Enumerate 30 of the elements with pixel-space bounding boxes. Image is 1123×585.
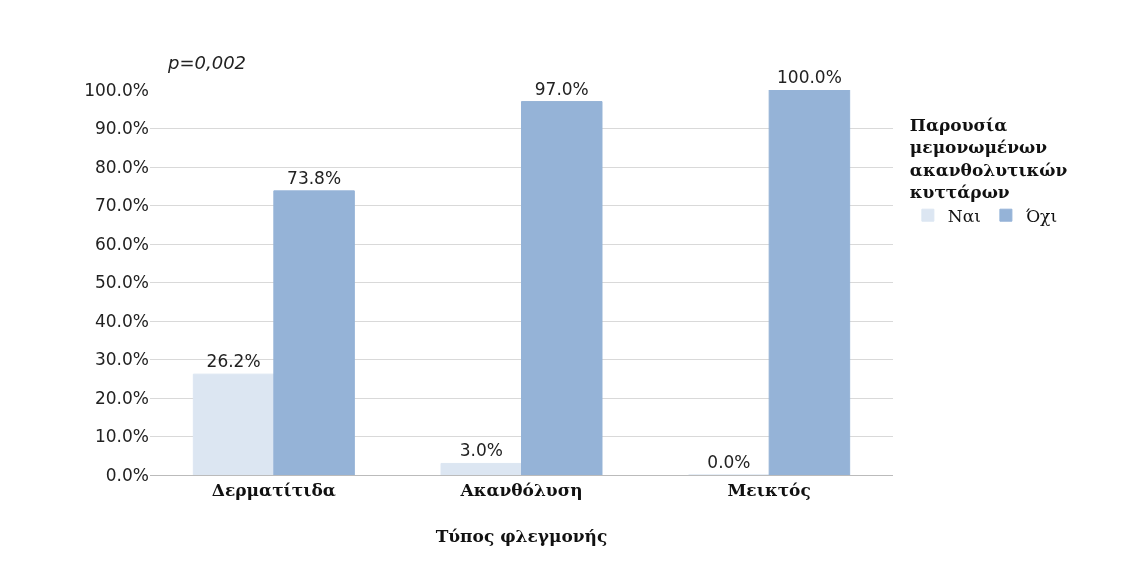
x-tick-label: Μεικτός — [727, 480, 811, 501]
y-tick-label: 70.0% — [94, 195, 149, 216]
bar — [192, 373, 275, 475]
y-tick-label: 30.0% — [94, 349, 149, 370]
data-label: 73.8% — [287, 167, 342, 188]
data-label: 100.0% — [777, 67, 842, 87]
y-tick-label: 100.0% — [84, 79, 149, 100]
legend-label: Όχι — [1025, 205, 1058, 226]
data-label: 0.0% — [707, 452, 751, 472]
x-tick-label: Δερματίτιδα — [211, 480, 336, 501]
x-tick-label: Ακανθόλυση — [459, 480, 583, 501]
y-tick-label: 80.0% — [94, 156, 149, 177]
bar — [440, 462, 522, 475]
y-tick-label: 90.0% — [94, 118, 149, 139]
x-axis-title: Τύπος φλεγμονής — [435, 525, 608, 546]
bar — [768, 90, 851, 475]
bar — [273, 190, 355, 475]
data-label: 3.0% — [459, 440, 503, 461]
legend-title: Παρουσία μεμονωμένων ακανθολυτικών κυττάρων — [909, 115, 1068, 202]
y-tick-label: 0.0% — [105, 464, 149, 485]
text: p=0,002 — [167, 52, 247, 73]
y-tick-label: 20.0% — [94, 387, 149, 408]
data-label: 97.0% — [534, 78, 589, 99]
y-tick-label: 60.0% — [94, 233, 149, 254]
bar — [521, 101, 603, 475]
y-tick-label: 40.0% — [94, 310, 149, 331]
y-tick-label: 50.0% — [94, 272, 149, 293]
y-tick-label: 10.0% — [94, 426, 149, 447]
legend-label: Ναι — [947, 205, 981, 226]
data-label: 26.2% — [206, 351, 261, 372]
